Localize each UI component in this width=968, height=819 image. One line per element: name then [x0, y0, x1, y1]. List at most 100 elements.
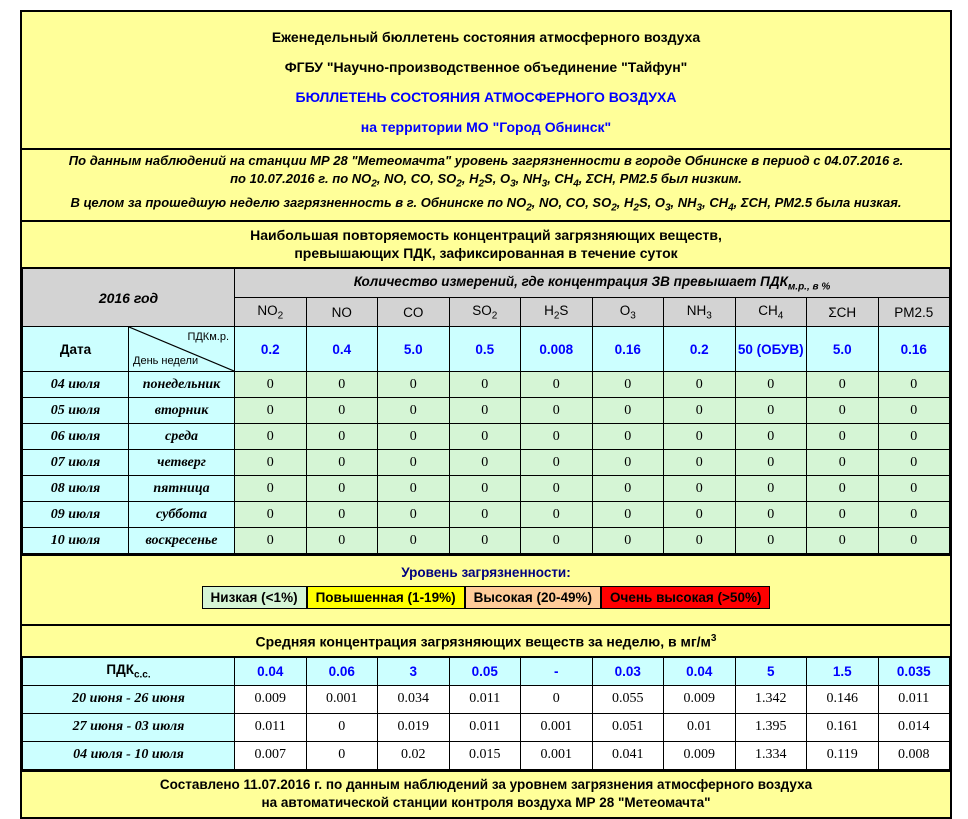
weekly-value-cell: 1.395 [734, 712, 807, 742]
measurement-value-cell: 0 [806, 501, 879, 529]
pdk-ss-value-cell: 0.03 [591, 656, 664, 686]
chemical-header-cell: ΣCH [806, 297, 879, 328]
measurement-value-cell: 0 [591, 475, 664, 503]
measurement-value-cell: 0 [234, 475, 307, 503]
measurement-value-cell: 0 [448, 475, 521, 503]
measurement-value-cell: 0 [591, 423, 664, 451]
measurement-value-cell: 0 [305, 501, 378, 529]
weekly-rows: 20 июня - 26 июня 0.009 0.001 0.034 0.011 0 0… [22, 684, 950, 770]
measurement-value-cell: 0 [663, 475, 736, 503]
pdk-ss-value-cell: 1.5 [806, 656, 879, 686]
measurement-value-cell: 0 [806, 397, 879, 425]
measurement-value-cell: 0 [734, 475, 807, 503]
measurement-value-cell: 0 [591, 397, 664, 425]
measurement-value-cell: 0 [877, 475, 950, 503]
day-cell: понедельник [128, 371, 235, 399]
chemical-header-cell: SO2 [448, 297, 521, 328]
measurement-value-cell: 0 [520, 527, 593, 555]
pdk-mr-value-cell: 0.5 [448, 326, 521, 373]
legend-item: Низкая (<1%) [201, 586, 307, 610]
measurement-value-cell: 0 [520, 475, 593, 503]
period-cell: 27 июня - 03 июля [22, 712, 235, 742]
weekly-value-cell: 0.007 [234, 740, 307, 770]
measurement-value-cell: 0 [591, 449, 664, 477]
summary-line: По данным наблюдений на станции МР 28 "М… [68, 153, 904, 168]
weekly-value-cell: 0.02 [377, 740, 450, 770]
weekly-value-cell: 0 [305, 712, 378, 742]
weekly-value-cell: 0 [305, 740, 378, 770]
measurement-value-cell: 0 [305, 397, 378, 425]
legend-item: Очень высокая (>50%) [601, 586, 771, 610]
date-cell: 08 июля [22, 475, 129, 503]
pdk-ss-value-cell: 0.05 [448, 656, 521, 686]
measurement-value-cell: 0 [663, 527, 736, 555]
date-cell: 04 июля [22, 371, 129, 399]
date-cell: 06 июля [22, 423, 129, 451]
title-line: ФГБУ "Научно-производственное объединени… [284, 59, 688, 75]
header-lines: Еженедельный бюллетень состояния атмосфе… [22, 22, 950, 142]
pdk-mr-value-cell: 0.008 [520, 326, 593, 373]
measurement-value-cell: 0 [877, 371, 950, 399]
measurement-value-cell: 0 [663, 371, 736, 399]
measurement-value-cell: 0 [377, 527, 450, 555]
weekly-value-cell: 0.041 [591, 740, 664, 770]
pdk-ss-value-cell: 0.04 [663, 656, 736, 686]
summary-line: по 10.07.2016 г. по NO2, NO, CO, SO2, H2… [230, 171, 742, 190]
chemical-header-cell: CH4 [734, 297, 807, 328]
chemical-header-cell: H2S [520, 297, 593, 328]
measurement-value-cell: 0 [734, 397, 807, 425]
legend-item: Высокая (20-49%) [464, 586, 602, 610]
weekly-average-table: ПДКс.с. 0.04 0.06 3 0.05-0.03 0.04 5 1.5 0.035 … [22, 655, 950, 770]
pdk-mr-value-cell: 5.0 [806, 326, 879, 373]
measurement-value-cell: 0 [806, 423, 879, 451]
pdk-ss-value-cell: 3 [377, 656, 450, 686]
measurement-value-cell: 0 [234, 449, 307, 477]
chemical-header-cell: CO [377, 297, 450, 328]
section2-title: Средняя концентрация загрязняющих вещест… [22, 624, 950, 656]
measurement-value-cell: 0 [591, 371, 664, 399]
summary-paragraph: По данным наблюдений на станции МР 28 "М… [22, 148, 950, 221]
summary-line: В целом за прошедшую неделю загрязненнос… [70, 194, 902, 214]
measurement-value-cell: 0 [234, 371, 307, 399]
pdk-mr-value-cell: 0.16 [877, 326, 950, 373]
year-cell: 2016 год [22, 267, 235, 328]
weekly-value-cell: 0.009 [663, 740, 736, 770]
pdk-mr-label: ПДКм.р. [187, 331, 229, 344]
weekly-value-cell: 0.014 [877, 712, 950, 742]
day-cell: пятница [128, 475, 235, 503]
measurement-value-cell: 0 [448, 501, 521, 529]
weekly-value-cell: 0.015 [448, 740, 521, 770]
measurement-value-cell: 0 [663, 501, 736, 529]
diagonal-cell: ПДКм.р. День недели [128, 326, 235, 373]
measurement-value-cell: 0 [591, 527, 664, 555]
weekly-value-cell: 0.001 [520, 712, 593, 742]
measurement-value-cell: 0 [806, 527, 879, 555]
measurement-value-cell: 0 [448, 527, 521, 555]
measurement-value-cell: 0 [234, 397, 307, 425]
weekly-value-cell: 0.034 [377, 684, 450, 714]
weekly-row: 20 июня - 26 июня 0.009 0.001 0.034 0.011 0 0… [22, 684, 950, 714]
measurement-value-cell: 0 [305, 449, 378, 477]
chemical-header-cell: O3 [591, 297, 664, 328]
chemical-header-cell: NH3 [663, 297, 736, 328]
pollution-level-legend: Уровень загрязненности: Низкая (<1%) Повы… [22, 554, 950, 625]
title-line: на территории МО "Город Обнинск" [360, 119, 612, 135]
pdk-mr-value-cell: 0.16 [591, 326, 664, 373]
date-cell: 10 июля [22, 527, 129, 555]
legend-items: Низкая (<1%) Повышенная (1-19%) Высокая (2… [22, 586, 950, 610]
pdk-mr-value-cell: 0.4 [305, 326, 378, 373]
footer-line2: на автоматической станции контроля возду… [261, 794, 711, 810]
measurement-value-cell: 0 [734, 371, 807, 399]
day-cell: среда [128, 423, 235, 451]
measurement-value-cell: 0 [305, 475, 378, 503]
weekly-value-cell: 0.001 [520, 740, 593, 770]
weekly-value-cell: 0.019 [377, 712, 450, 742]
measurement-value-cell: 0 [448, 397, 521, 425]
weekly-value-cell: 0.011 [234, 712, 307, 742]
measure-header-row: 2016 год Количество измерений, где конце… [22, 267, 950, 328]
weekly-value-cell: 0.161 [806, 712, 879, 742]
